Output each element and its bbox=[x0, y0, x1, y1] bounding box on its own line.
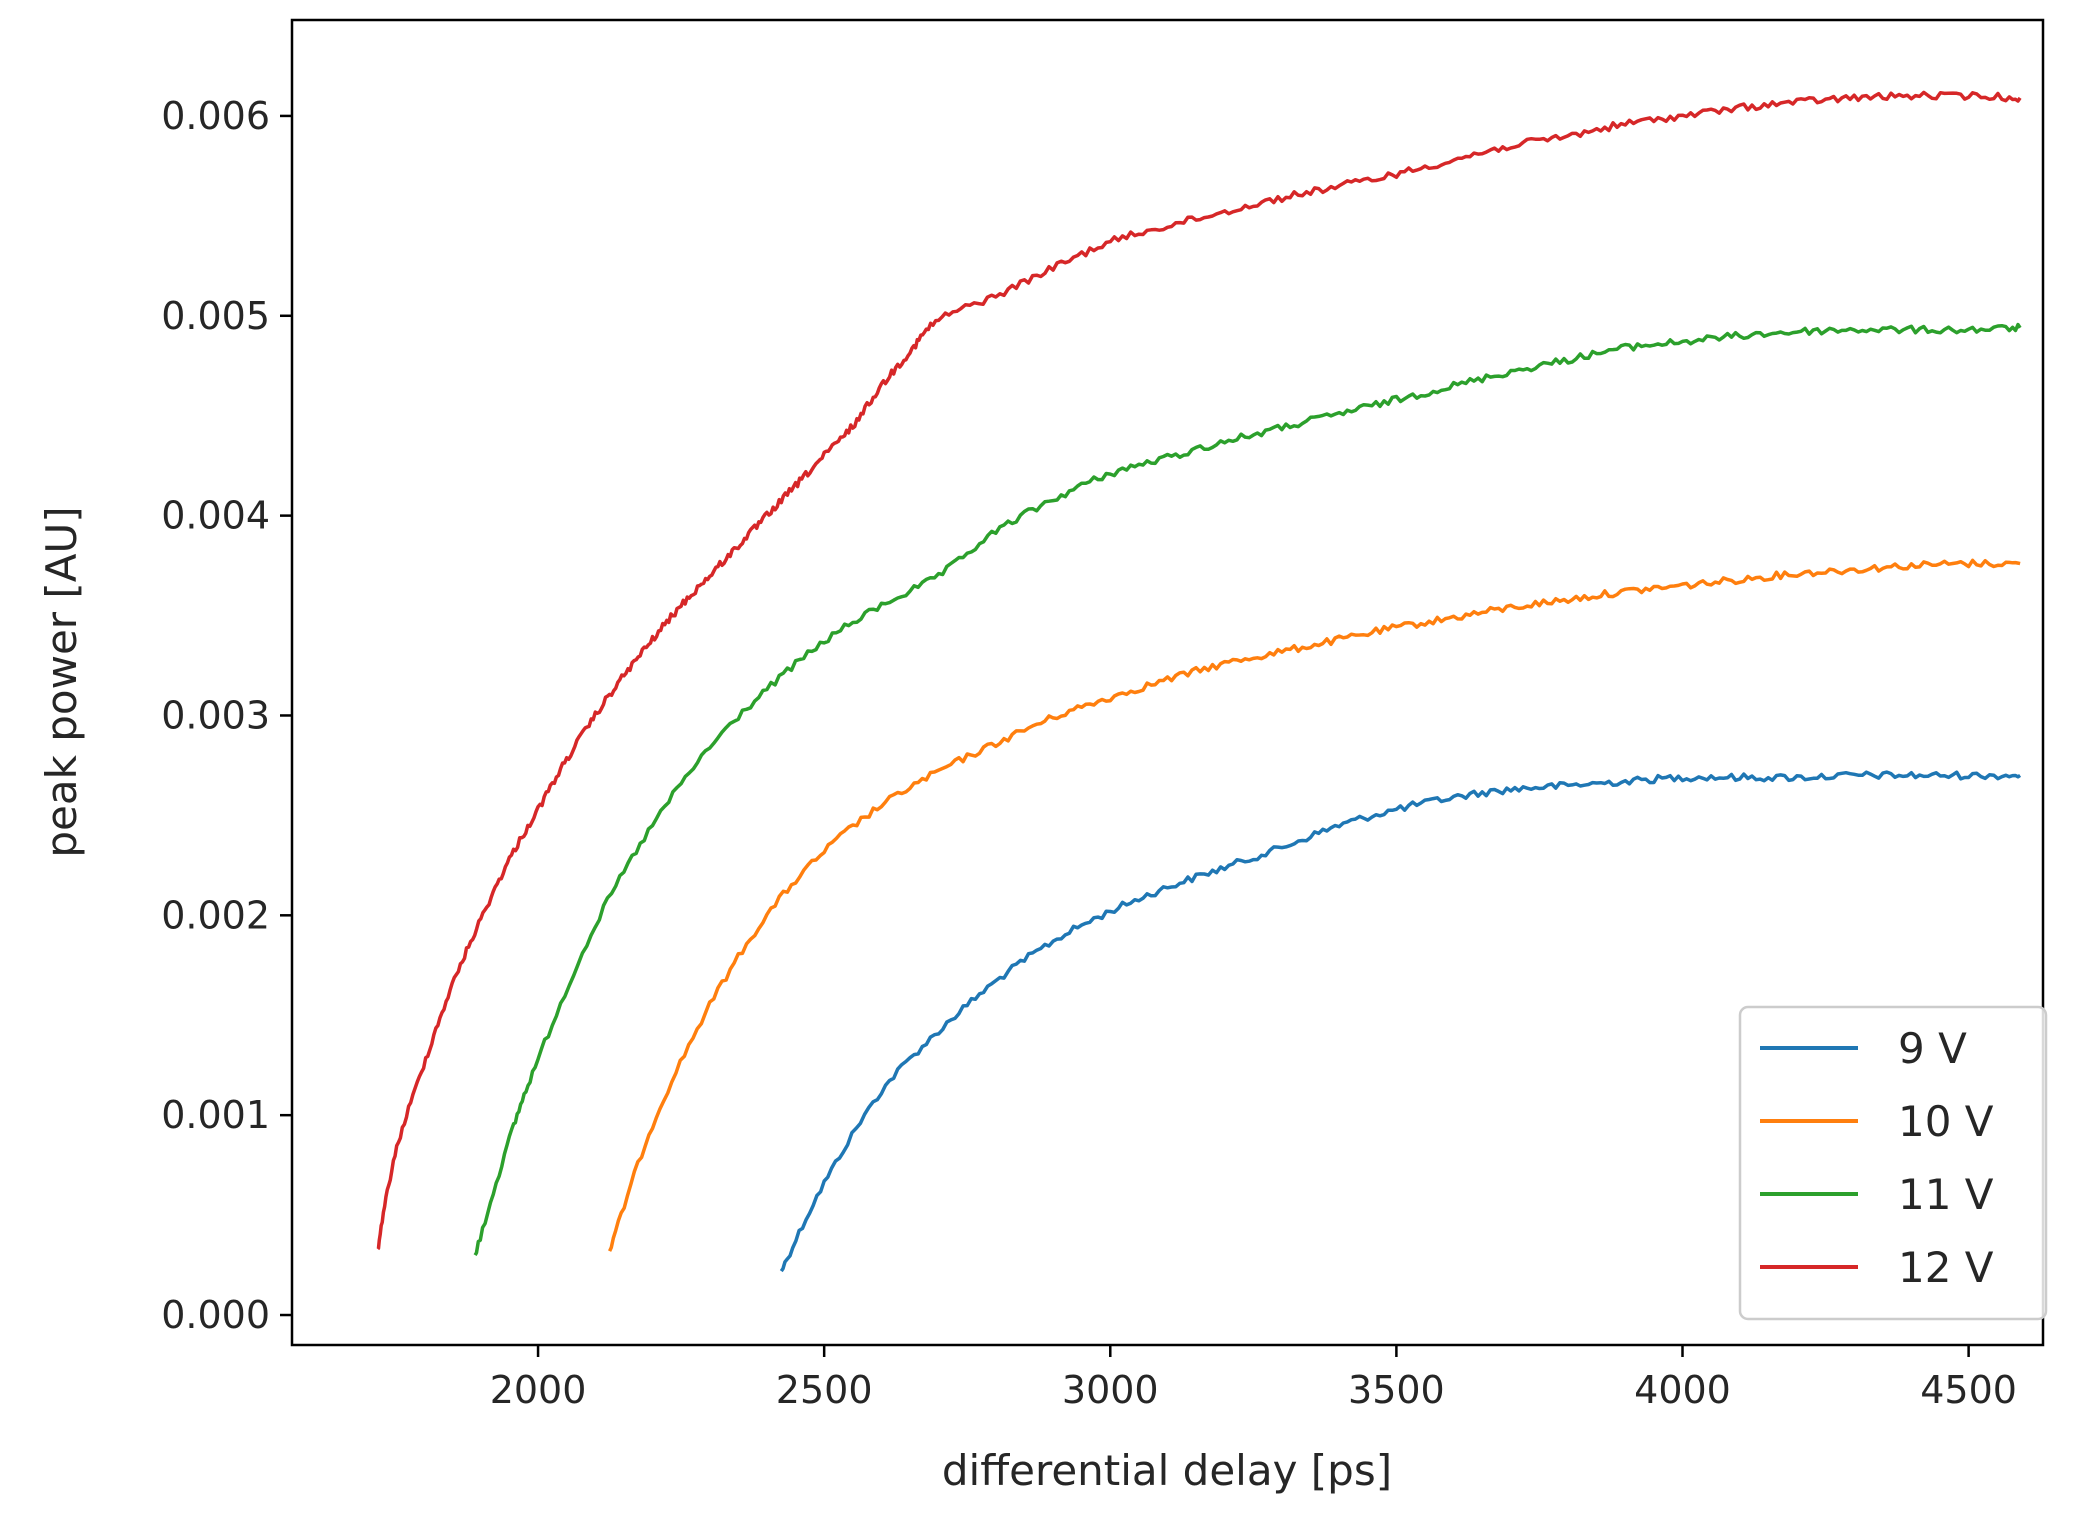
y-tick-label: 0.000 bbox=[161, 1293, 270, 1337]
legend-label: 9 V bbox=[1898, 1024, 1967, 1073]
x-axis-label: differential delay [ps] bbox=[942, 1446, 1392, 1495]
legend: 9 V 10 V 11 V 12 V bbox=[1738, 1005, 2048, 1321]
y-tick-label: 0.001 bbox=[161, 1093, 270, 1137]
series-line bbox=[473, 322, 2022, 1256]
x-tick-label: 3000 bbox=[1062, 1368, 1159, 1412]
y-axis: 0.000 0.001 0.002 0.003 0.004 0.005 0.006 bbox=[161, 94, 292, 1337]
series-line bbox=[376, 90, 2022, 1251]
y-tick-label: 0.004 bbox=[161, 494, 270, 538]
y-tick-label: 0.003 bbox=[161, 693, 270, 737]
y-tick-label: 0.005 bbox=[161, 294, 270, 338]
x-tick-label: 4000 bbox=[1634, 1368, 1731, 1412]
x-tick-label: 3500 bbox=[1348, 1368, 1445, 1412]
legend-label: 10 V bbox=[1898, 1097, 1994, 1146]
series-layer bbox=[376, 90, 2022, 1273]
series-line bbox=[608, 558, 2021, 1252]
legend-label: 11 V bbox=[1898, 1170, 1994, 1219]
plot-frame bbox=[290, 18, 2045, 1347]
series-line bbox=[779, 770, 2022, 1273]
x-axis: 2000 2500 3000 3500 4000 4500 bbox=[490, 1345, 2017, 1412]
y-tick-label: 0.006 bbox=[161, 94, 270, 138]
y-tick-label: 0.002 bbox=[161, 893, 270, 937]
x-tick-label: 4500 bbox=[1920, 1368, 2017, 1412]
x-tick-label: 2000 bbox=[490, 1368, 587, 1412]
legend-label: 12 V bbox=[1898, 1243, 1994, 1292]
y-axis-label: peak power [AU] bbox=[37, 506, 86, 857]
x-tick-label: 2500 bbox=[776, 1368, 873, 1412]
legend-box bbox=[1738, 1005, 2048, 1321]
